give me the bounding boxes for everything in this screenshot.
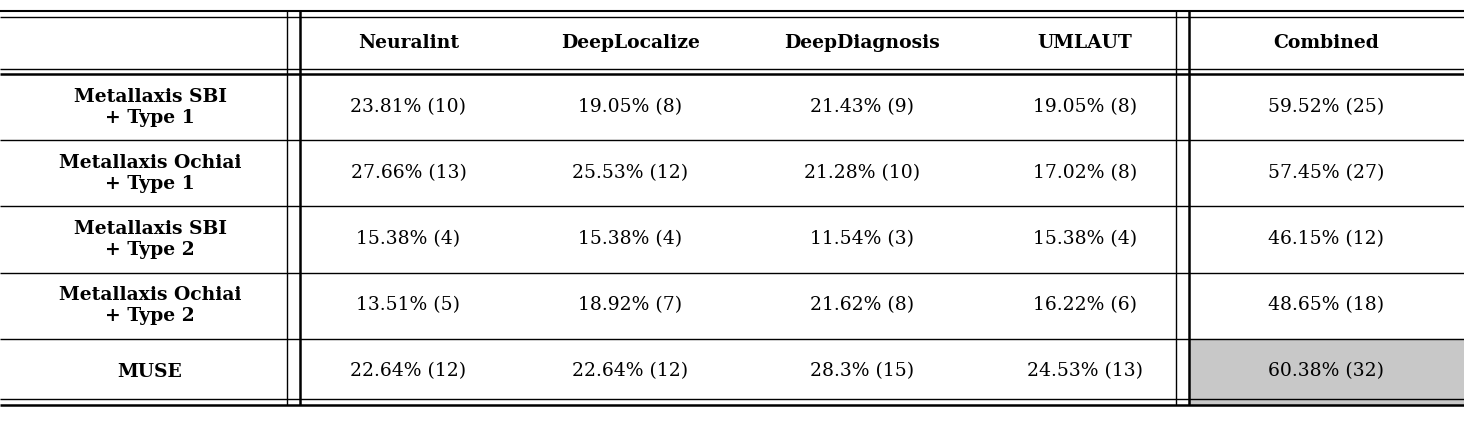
Text: 21.28% (10): 21.28% (10): [804, 165, 921, 182]
Text: 23.81% (10): 23.81% (10): [350, 99, 467, 116]
Text: 15.38% (4): 15.38% (4): [1032, 231, 1138, 248]
Text: Metallaxis SBI
+ Type 1: Metallaxis SBI + Type 1: [73, 88, 227, 127]
Text: Metallaxis Ochiai
+ Type 2: Metallaxis Ochiai + Type 2: [59, 286, 242, 325]
Text: 18.92% (7): 18.92% (7): [578, 297, 682, 314]
Text: 24.53% (13): 24.53% (13): [1026, 363, 1143, 380]
Text: MUSE: MUSE: [117, 363, 183, 380]
Text: DeepLocalize: DeepLocalize: [561, 34, 700, 52]
Text: 13.51% (5): 13.51% (5): [356, 297, 461, 314]
Text: DeepDiagnosis: DeepDiagnosis: [785, 34, 940, 52]
Text: 46.15% (12): 46.15% (12): [1268, 231, 1385, 248]
Text: 27.66% (13): 27.66% (13): [350, 165, 467, 182]
Text: 57.45% (27): 57.45% (27): [1268, 165, 1385, 182]
Text: 22.64% (12): 22.64% (12): [572, 363, 688, 380]
Text: Neuralint: Neuralint: [357, 34, 460, 52]
Text: 25.53% (12): 25.53% (12): [572, 165, 688, 182]
Text: Metallaxis Ochiai
+ Type 1: Metallaxis Ochiai + Type 1: [59, 154, 242, 193]
Text: Metallaxis SBI
+ Type 2: Metallaxis SBI + Type 2: [73, 220, 227, 259]
Text: 15.38% (4): 15.38% (4): [578, 231, 682, 248]
Text: 22.64% (12): 22.64% (12): [350, 363, 467, 380]
Text: 15.38% (4): 15.38% (4): [356, 231, 461, 248]
Text: Combined: Combined: [1274, 34, 1379, 52]
Text: 11.54% (3): 11.54% (3): [810, 231, 915, 248]
Text: 21.62% (8): 21.62% (8): [810, 297, 915, 314]
Text: 60.38% (32): 60.38% (32): [1268, 363, 1385, 380]
Text: UMLAUT: UMLAUT: [1038, 34, 1132, 52]
Text: 48.65% (18): 48.65% (18): [1268, 297, 1385, 314]
Text: 19.05% (8): 19.05% (8): [1032, 99, 1138, 116]
Bar: [1189, 339, 1464, 405]
Text: 59.52% (25): 59.52% (25): [1268, 99, 1385, 116]
Text: 19.05% (8): 19.05% (8): [578, 99, 682, 116]
Text: 17.02% (8): 17.02% (8): [1032, 165, 1138, 182]
Text: 16.22% (6): 16.22% (6): [1032, 297, 1138, 314]
Text: 28.3% (15): 28.3% (15): [810, 363, 915, 380]
Text: 21.43% (9): 21.43% (9): [810, 99, 915, 116]
